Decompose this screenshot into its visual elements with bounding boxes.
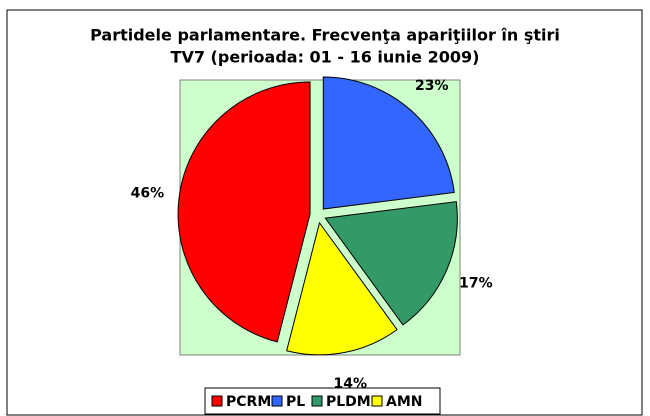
legend-swatch bbox=[211, 395, 223, 407]
legend-label: AMN bbox=[386, 394, 422, 410]
data-label: 17% bbox=[459, 275, 493, 291]
legend-label: PL bbox=[286, 394, 305, 410]
pie-slice bbox=[177, 81, 311, 343]
pie-slice bbox=[286, 221, 398, 356]
legend-swatch bbox=[311, 395, 323, 407]
legend-label: PCRM bbox=[226, 394, 271, 410]
data-label: 46% bbox=[131, 185, 165, 201]
pie-slice bbox=[322, 76, 455, 210]
pie-slice bbox=[324, 201, 458, 326]
chart-title: Partidele parlamentare. Frecvenţa apariţ… bbox=[90, 26, 560, 45]
data-label: 23% bbox=[415, 78, 449, 94]
legend-label: PLDM bbox=[326, 394, 371, 410]
chart-title: TV7 (perioada: 01 - 16 iunie 2009) bbox=[171, 48, 480, 67]
legend-swatch bbox=[371, 395, 383, 407]
legend-swatch bbox=[271, 395, 283, 407]
data-label: 14% bbox=[333, 376, 367, 392]
